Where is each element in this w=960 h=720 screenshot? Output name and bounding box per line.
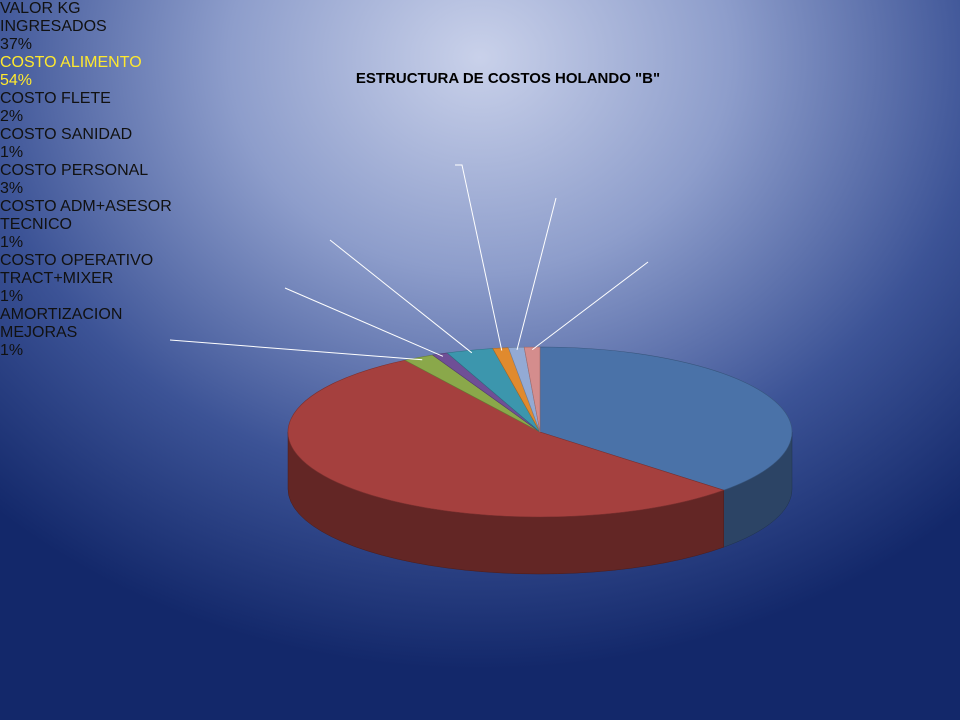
- leader-line: [516, 197, 557, 351]
- leader-line: [169, 339, 423, 361]
- category-label: AMORTIZACION MEJORAS: [0, 306, 123, 341]
- slice: [539, 346, 793, 491]
- slice: [287, 359, 725, 518]
- value-label: 1%: [0, 144, 24, 161]
- slice: [523, 346, 541, 433]
- value-label: 1%: [0, 288, 24, 305]
- value-label: 3%: [0, 180, 24, 197]
- data-label: COSTO OPERATIVO TRACT+MIXER 1%: [0, 252, 165, 306]
- category-label: VALOR KG INGRESADOS: [0, 0, 107, 35]
- category-label: COSTO PERSONAL: [0, 162, 149, 179]
- category-label: COSTO FLETE: [0, 90, 111, 107]
- leader-line: [532, 261, 649, 350]
- data-label: AMORTIZACION MEJORAS 1%: [0, 306, 160, 360]
- category-label: COSTO ADM+ASESOR TECNICO: [0, 198, 172, 233]
- data-label: COSTO FLETE 2%: [0, 90, 130, 126]
- value-label: 54%: [0, 72, 33, 89]
- data-label: VALOR KG INGRESADOS 37%: [0, 0, 140, 54]
- leader-line: [455, 164, 503, 351]
- data-label: COSTO SANIDAD 1%: [0, 126, 150, 162]
- leader-line: [284, 287, 444, 357]
- data-label: COSTO PERSONAL 3%: [0, 162, 160, 198]
- category-label: COSTO OPERATIVO TRACT+MIXER: [0, 252, 154, 287]
- value-label: 1%: [0, 234, 24, 251]
- leader-line: [329, 239, 473, 354]
- data-label: COSTO ALIMENTO 54%: [0, 54, 170, 90]
- category-label: COSTO ALIMENTO: [0, 54, 142, 71]
- value-label: 2%: [0, 108, 24, 125]
- category-label: COSTO SANIDAD: [0, 126, 133, 143]
- value-label: 37%: [0, 36, 33, 53]
- data-label: COSTO ADM+ASESOR TECNICO 1%: [0, 198, 180, 252]
- chart-title: ESTRUCTURA DE COSTOS HOLANDO "B": [355, 70, 661, 87]
- value-label: 1%: [0, 342, 24, 359]
